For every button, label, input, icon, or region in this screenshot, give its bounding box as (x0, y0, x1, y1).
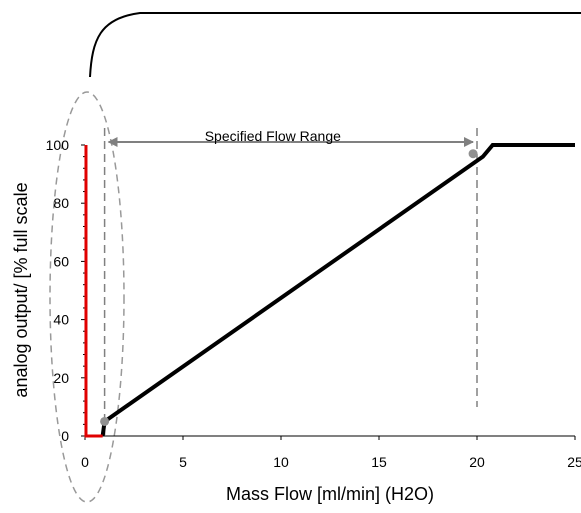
x-tick-label: 5 (179, 454, 187, 470)
x-ticks: 0 5 10 15 20 25 (81, 436, 581, 470)
x-axis-title: Mass Flow [ml/min] (H2O) (226, 484, 434, 504)
zoom-connector-curve (89, 12, 581, 78)
x-tick-label: 15 (371, 454, 387, 470)
low-flow-highlight-ellipse (49, 91, 125, 503)
series-layer (84, 143, 575, 438)
y-tick-label: 60 (53, 253, 69, 269)
range-point-marker (468, 149, 478, 159)
start-region-line (84, 145, 103, 438)
y-tick-label: 40 (53, 312, 69, 328)
x-tick-label: 0 (81, 454, 89, 470)
y-tick-label: 100 (46, 137, 70, 153)
range-point-marker (100, 416, 110, 426)
x-tick-label: 25 (567, 454, 581, 470)
x-tick-label: 10 (273, 454, 289, 470)
specified-range-label: Specified Flow Range (205, 128, 341, 144)
y-tick-label: 20 (53, 370, 69, 386)
y-axis-title: analog output/ [% full scale (11, 182, 31, 397)
x-tick-label: 20 (469, 454, 485, 470)
y-tick-label: 80 (53, 195, 69, 211)
y-tick-label: 0 (61, 428, 69, 444)
marker-layer (100, 149, 478, 426)
y-ticks: 0 20 40 60 80 100 (46, 137, 85, 444)
output-curve-line (100, 143, 575, 437)
